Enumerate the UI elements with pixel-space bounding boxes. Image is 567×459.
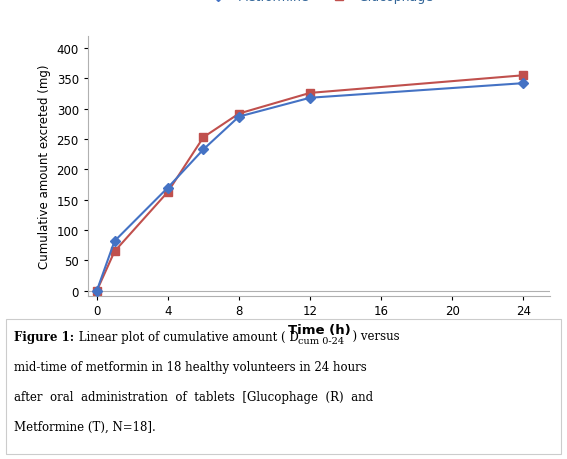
- X-axis label: Time (h): Time (h): [287, 323, 350, 336]
- Metformine: [111, 239, 118, 244]
- Metformine: [200, 147, 207, 153]
- Glucophage: [520, 73, 527, 79]
- Glucophage: [94, 288, 100, 294]
- Metformine: [164, 185, 171, 191]
- Glucophage: [200, 135, 207, 140]
- Glucophage: [235, 112, 242, 117]
- Text: after  oral  administration  of  tablets  [Glucophage  (R)  and: after oral administration of tablets [Gl…: [14, 390, 373, 403]
- Text: cum 0-24: cum 0-24: [298, 336, 344, 346]
- Metformine: [94, 288, 100, 294]
- Text: Linear plot of cumulative amount ( D: Linear plot of cumulative amount ( D: [75, 330, 299, 343]
- Y-axis label: Cumulative amount excreted (mg): Cumulative amount excreted (mg): [38, 64, 51, 269]
- Text: Metformine (T), N=18].: Metformine (T), N=18].: [14, 420, 156, 433]
- Line: Metformine: Metformine: [94, 80, 527, 295]
- Text: mid-time of metformin in 18 healthy volunteers in 24 hours: mid-time of metformin in 18 healthy volu…: [14, 360, 367, 373]
- Metformine: [235, 115, 242, 120]
- Glucophage: [111, 249, 118, 255]
- Metformine: [520, 81, 527, 87]
- Glucophage: [307, 91, 314, 96]
- Text: Figure 1:: Figure 1:: [14, 330, 74, 343]
- Glucophage: [164, 190, 171, 195]
- Line: Glucophage: Glucophage: [93, 73, 527, 295]
- Text: ) versus: ) versus: [345, 330, 399, 343]
- Metformine: [307, 96, 314, 101]
- Legend: Metformine, Glucophage: Metformine, Glucophage: [204, 0, 434, 4]
